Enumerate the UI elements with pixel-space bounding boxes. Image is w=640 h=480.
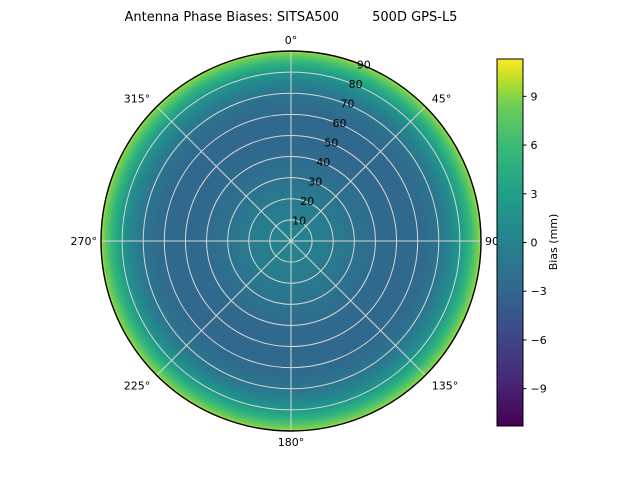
- polar-axes-boundary: [100, 50, 482, 432]
- theta-tick-label: 0°: [285, 34, 298, 47]
- colorbar-tick-label: 0: [531, 237, 538, 250]
- colorbar-tick-label: −9: [531, 383, 547, 396]
- theta-tick-label: 315°: [124, 92, 151, 105]
- colorbar-axis-label: Bias (mm): [547, 214, 560, 271]
- chart-title: Antenna Phase Biases: SITSA500 500D GPS-…: [124, 10, 458, 25]
- theta-tick-label: 180°: [278, 436, 305, 449]
- colorbar-tick-label: 3: [531, 188, 538, 201]
- radial-tick-label: 90: [357, 58, 371, 71]
- radial-tick-label: 10: [292, 214, 306, 227]
- radial-tick-labels: 10 20 30 40 50 60 70 80 90: [292, 58, 371, 227]
- colorbar-tick-label: 6: [531, 139, 538, 152]
- theta-tick-label: 270°: [71, 235, 98, 248]
- radial-tick-label: 40: [316, 156, 330, 169]
- colorbar: [496, 58, 524, 427]
- radial-tick-label: 30: [308, 175, 322, 188]
- theta-tick-label: 45°: [432, 92, 452, 105]
- radial-tick-label: 70: [341, 97, 355, 110]
- colorbar-ticks: 9 6 3 0 −3 −6 −9: [523, 90, 547, 396]
- theta-tick-label: 135°: [432, 380, 459, 393]
- radial-tick-label: 20: [300, 195, 314, 208]
- radial-tick-label: 50: [324, 136, 338, 149]
- colorbar-tick-label: 9: [531, 90, 538, 103]
- radial-tick-label: 80: [349, 78, 363, 91]
- colorbar-tick-label: −6: [531, 334, 547, 347]
- radial-tick-label: 60: [332, 117, 346, 130]
- theta-tick-label: 225°: [124, 380, 151, 393]
- colorbar-tick-label: −3: [531, 285, 547, 298]
- polar-grid: [101, 51, 481, 431]
